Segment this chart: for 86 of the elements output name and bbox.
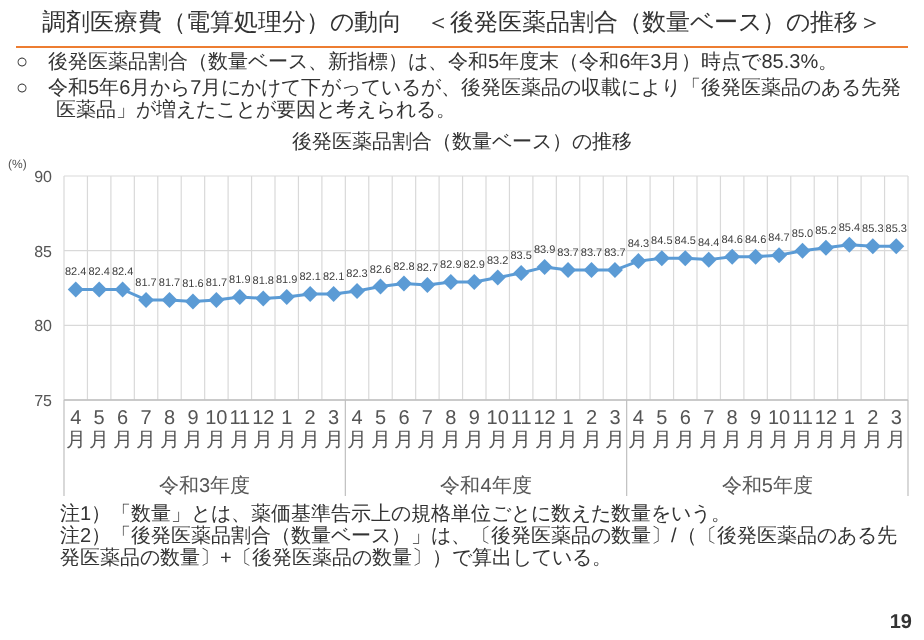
x-tick-label: 2月 [581,408,602,452]
x-tick-label: 3月 [604,408,625,452]
point [138,291,155,308]
point [208,291,225,308]
x-tick-label: 10月 [767,408,792,452]
x-tick-label: 11月 [510,408,533,452]
point [466,274,483,291]
x-tick-label: 7月 [417,408,438,452]
x-tick-label: 6月 [675,408,696,452]
x-tick-label: 6月 [112,408,133,452]
x-tick-label: 12月 [252,408,276,452]
x-tick-label: 10月 [486,408,510,452]
point [794,242,811,259]
x-tick-label: 11月 [229,408,252,452]
x-tick-label: 4月 [347,408,368,452]
point [349,282,366,299]
x-tick-label: 9月 [745,408,766,452]
point [677,250,694,267]
x-tick-label: 12月 [533,408,557,452]
text: 令和4年度 [440,474,532,498]
point [653,250,670,267]
x-tick-label: 2月 [300,408,321,452]
point [747,248,764,265]
x-tick-label: 7月 [698,408,719,452]
text: 令和5年度 [721,474,813,498]
point [302,285,319,302]
x-tick-label: 3月 [886,408,907,452]
point [161,291,178,308]
point [700,251,717,268]
point [67,281,84,298]
y-tick-label: 85 [34,242,54,261]
text: 令和3年度 [159,474,251,498]
chart-subtitle: 後発医薬品割合（数量ベース）の推移 [290,129,634,156]
x-tick-label: 8月 [440,408,461,452]
point [513,265,530,282]
point [91,281,108,298]
x-tick-label: 5月 [651,408,672,452]
point [325,285,342,302]
x-tick-label: 9月 [464,408,485,452]
y-tick-label: 80 [34,317,54,336]
point [888,238,905,255]
text: ○ 令和5年6月から7月にかけて下がっているが、後発医薬品の収載により「後発医薬品のある先発医薬品」が増えたことが要因と考えられる。 [16,78,904,122]
x-tick-label: 11月 [792,408,814,452]
x-tick-label: 8月 [722,408,743,452]
point [864,238,881,255]
x-tick-label: 7月 [136,408,157,452]
point [817,239,834,256]
point [114,281,131,298]
x-tick-label: 5月 [370,408,391,452]
x-tick-label: 1月 [558,408,579,452]
point [395,275,412,292]
x-tick-label: 4月 [628,408,649,452]
point [489,269,506,286]
point [231,288,248,305]
x-tick-label: 8月 [159,408,180,452]
chart-title: 調剤医療費（電算処理分）の動向 ＜後発医薬品割合（数量ベース）の推移＞ [16,0,908,48]
point [278,288,295,305]
point [419,277,436,294]
point [255,290,272,307]
point [560,262,577,279]
y-tick-label: 90 [34,168,54,186]
y-tick-label: 75 [34,392,54,410]
point [442,274,459,291]
x-tick-label: 4月 [65,408,86,452]
text: ○ 後発医薬品割合（数量ベース、新指標）は、令和5年度末（令和6年3月）時点で85.3%。 [16,52,841,74]
text: 注2）「後発医薬品割合（数量ベース）」は、〔後発医薬品の数量〕/（〔後発医薬品のある先発医薬品の数量〕+〔後発医薬品の数量〕）で算出している。 [60,526,899,570]
x-tick-label: 6月 [393,408,414,452]
x-tick-label: 5月 [89,408,110,452]
point [771,247,788,264]
x-tick-label: 12月 [814,408,838,452]
x-tick-label: 3月 [323,408,344,452]
x-tick-label: 2月 [862,408,883,452]
x-tick-label: 1月 [839,408,860,452]
x-tick-label: 9月 [182,408,203,452]
text: 注1）「数量」とは、薬価基準告示上の規格単位ごとに数えた数量をいう。 [60,504,734,526]
x-tick-label: 10月 [205,408,229,452]
point [372,278,389,295]
point [536,259,553,276]
point [606,262,623,279]
point [184,293,201,310]
point [841,236,858,253]
point [724,248,741,265]
point [583,262,600,279]
point [630,253,647,270]
x-tick-label: 1月 [276,408,297,452]
text: 19 [889,612,912,634]
